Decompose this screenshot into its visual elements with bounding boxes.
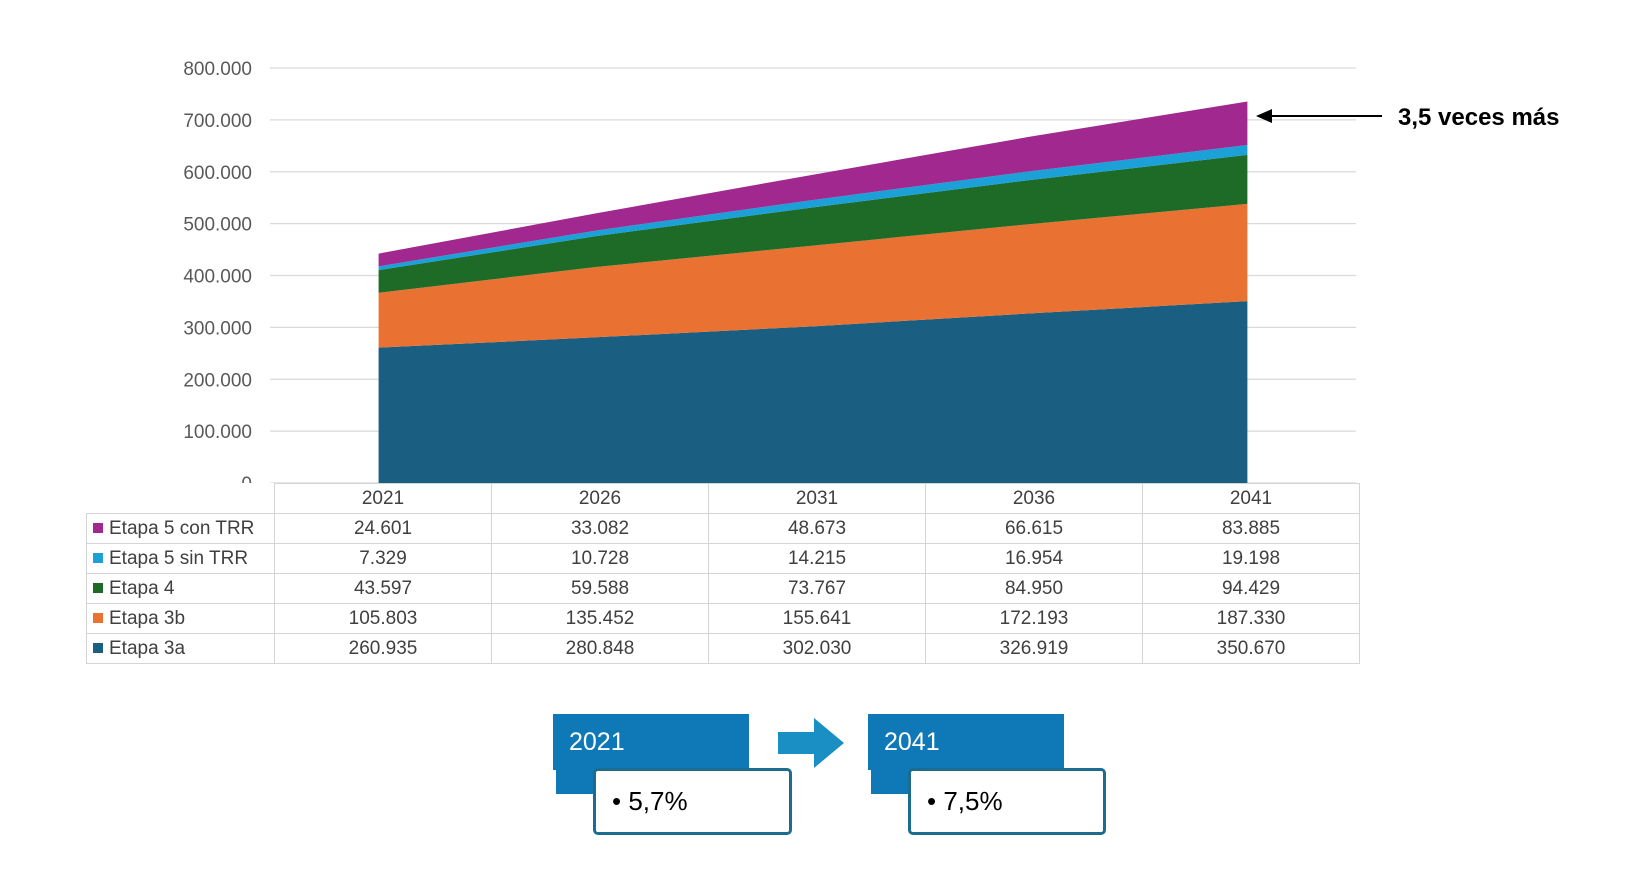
table-cell: 260.935: [274, 633, 492, 664]
annotation: 3,5 veces más: [1256, 104, 1559, 131]
area-etapa-5-sin-trr: [378, 144, 1248, 271]
y-tick-label: 700.000: [183, 111, 252, 132]
table-cell: 302.030: [708, 633, 926, 664]
table-cell: 33.082: [491, 513, 709, 544]
area-etapa-3b: [378, 203, 1248, 348]
table-cell: 84.950: [925, 573, 1143, 604]
table-cell: 280.848: [491, 633, 709, 664]
table-year-header: 2021: [274, 483, 492, 514]
table-cell: 7.329: [274, 543, 492, 574]
legend-label: Etapa 3b: [86, 603, 275, 634]
table-row: Etapa 4 43.597 59.588 73.767 84.950 94.429: [86, 573, 1360, 604]
table-cell: 135.452: [491, 603, 709, 634]
table-cell: 326.919: [925, 633, 1143, 664]
table-row: Etapa 5 sin TRR 7.329 10.728 14.215 16.954 19…: [86, 543, 1360, 574]
table-cell: 10.728: [491, 543, 709, 574]
legend-label: Etapa 5 sin TRR: [86, 543, 275, 574]
table-cell: 66.615: [925, 513, 1143, 544]
right-arrow-icon: [778, 718, 844, 768]
y-tick-label: 100.000: [183, 422, 252, 443]
table-cell: 73.767: [708, 573, 926, 604]
stacked-area-chart: 0 100.000 200.000 300.000 400.000 500.000 600.…: [183, 59, 1559, 483]
table-corner: [86, 483, 275, 514]
table-row: Etapa 5 con TRR 24.601 33.082 48.673 66.615 8…: [86, 513, 1360, 544]
legend-label: Etapa 5 con TRR: [86, 513, 275, 544]
table-cell: 155.641: [708, 603, 926, 634]
y-tick-label: 800.000: [183, 59, 252, 80]
table-cell: 43.597: [274, 573, 492, 604]
pct-box-2021: • 5,7%: [593, 768, 792, 835]
table-cell: 350.670: [1142, 633, 1360, 664]
legend-swatch: [93, 552, 103, 563]
y-tick-label: 600.000: [183, 163, 252, 184]
table-year-header: 2036: [925, 483, 1143, 514]
area-etapa-3a: [378, 301, 1248, 483]
year-box-2041: 2041: [868, 714, 1064, 770]
legend-label: Etapa 4: [86, 573, 275, 604]
area-etapa-5-con-trr: [378, 101, 1248, 267]
pct-box-2041: • 7,5%: [908, 768, 1106, 835]
legend-text: Etapa 5 con TRR: [109, 517, 255, 539]
table-cell: 94.429: [1142, 573, 1360, 604]
table-cell: 48.673: [708, 513, 926, 544]
table-row: Etapa 3b 105.803 135.452 155.641 172.193 187.…: [86, 603, 1360, 634]
table-year-header: 2026: [491, 483, 709, 514]
data-table: 2021 2026 2031 2036 2041 Etapa 5 con TRR 24.60…: [86, 483, 1360, 664]
table-cell: 14.215: [708, 543, 926, 574]
area-series: [378, 101, 1248, 483]
table-cell: 19.198: [1142, 543, 1360, 574]
table-cell: 172.193: [925, 603, 1143, 634]
table-cell: 16.954: [925, 543, 1143, 574]
annotation-arrow-head: [1256, 109, 1272, 123]
table-cell: 187.330: [1142, 603, 1360, 634]
year-box-2021: 2021: [553, 714, 749, 770]
y-tick-label: 200.000: [183, 370, 252, 391]
table-header-row: 2021 2026 2031 2036 2041: [86, 483, 1360, 514]
y-tick-label: 400.000: [183, 267, 252, 288]
annotation-text: 3,5 veces más: [1398, 104, 1559, 131]
legend-swatch: [93, 522, 103, 533]
table-year-header: 2031: [708, 483, 926, 514]
y-tick-label: 300.000: [183, 318, 252, 339]
table-cell: 83.885: [1142, 513, 1360, 544]
table-year-header: 2041: [1142, 483, 1360, 514]
legend-text: Etapa 3a: [109, 637, 186, 659]
legend-text: Etapa 5 sin TRR: [109, 547, 249, 569]
table-row: Etapa 3a 260.935 280.848 302.030 326.919 350.…: [86, 633, 1360, 664]
legend-swatch: [93, 612, 103, 623]
area-etapa-4: [378, 154, 1248, 293]
legend-label: Etapa 3a: [86, 633, 275, 664]
table-cell: 24.601: [274, 513, 492, 544]
table-cell: 59.588: [491, 573, 709, 604]
legend-text: Etapa 4: [109, 577, 175, 599]
legend-swatch: [93, 642, 103, 653]
y-tick-label: 500.000: [183, 215, 252, 236]
y-axis-ticks: 0 100.000 200.000 300.000 400.000 500.000 600.…: [183, 59, 252, 483]
legend-swatch: [93, 582, 103, 593]
legend-text: Etapa 3b: [109, 607, 186, 629]
table-cell: 105.803: [274, 603, 492, 634]
y-tick-label: 0: [241, 474, 252, 483]
